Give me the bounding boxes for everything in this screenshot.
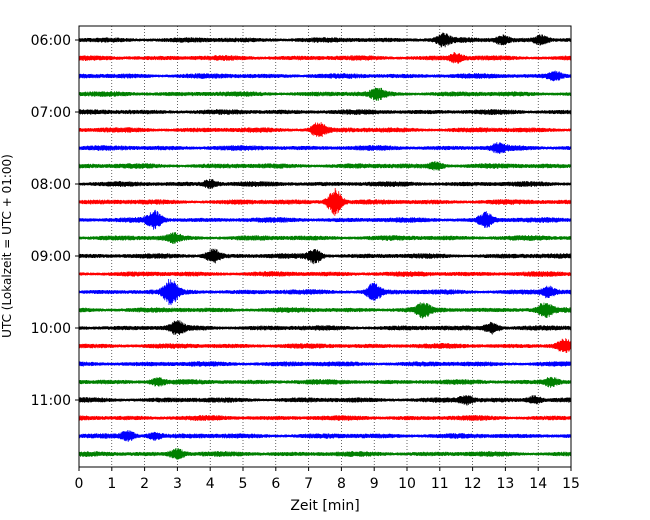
x-tick-label: 13	[496, 476, 514, 492]
y-axis-ticks: 06:00 07:00 08:00 09:00 10:00 11:00	[31, 33, 79, 409]
y-tick-label: 06:00	[31, 33, 71, 49]
trace-1015	[78, 338, 572, 353]
plot-frame	[78, 25, 572, 468]
x-tick-label: 7	[304, 476, 313, 492]
y-tick-label: 10:00	[31, 321, 71, 337]
x-tick-label: 9	[370, 476, 379, 492]
x-tick-label: 2	[140, 476, 149, 492]
trace-0845	[78, 231, 572, 245]
x-tick-label: 11	[431, 476, 449, 492]
x-axis-label: Zeit [min]	[290, 498, 359, 514]
trace-0645	[78, 87, 572, 101]
trace-0815	[78, 188, 572, 216]
trace-0715	[78, 122, 572, 138]
trace-0945	[78, 302, 572, 319]
trace-1100	[78, 395, 572, 406]
x-axis-ticks: 0 1 2 3 4 5 6 7 8 9 10 11 12 13 14 15	[75, 467, 580, 492]
trace-0630	[78, 70, 572, 82]
trace-1000	[78, 320, 572, 335]
x-tick-label: 1	[107, 476, 116, 492]
x-tick-label: 15	[562, 476, 580, 492]
y-tick-label: 09:00	[31, 249, 71, 265]
trace-1030	[78, 361, 572, 367]
x-tick-label: 8	[337, 476, 346, 492]
trace-1115	[78, 415, 572, 421]
y-tick-label: 11:00	[31, 393, 71, 409]
trace-1145	[78, 447, 572, 460]
y-tick-label: 08:00	[31, 177, 71, 193]
trace-0915	[78, 270, 572, 277]
trace-0800	[78, 178, 572, 190]
trace-0700	[78, 109, 572, 115]
x-tick-label: 4	[206, 476, 215, 492]
x-tick-label: 5	[239, 476, 248, 492]
trace-0745	[78, 161, 572, 171]
x-tick-label: 6	[271, 476, 280, 492]
seismic-traces	[78, 32, 572, 460]
trace-0900	[78, 248, 572, 265]
trace-0730	[78, 142, 572, 154]
trace-1130	[78, 430, 572, 442]
y-axis-label: UTC (Lokalzeit = UTC + 01:00)	[0, 154, 14, 338]
x-tick-label: 0	[75, 476, 84, 492]
x-tick-label: 12	[464, 476, 482, 492]
x-tick-label: 10	[398, 476, 416, 492]
y-tick-label: 07:00	[31, 105, 71, 121]
x-tick-label: 3	[173, 476, 182, 492]
trace-1045	[78, 376, 572, 388]
trace-0930	[78, 278, 572, 306]
trace-0600	[78, 32, 572, 48]
trace-0615	[78, 52, 572, 64]
x-tick-label: 14	[529, 476, 547, 492]
trace-0830	[78, 209, 572, 230]
